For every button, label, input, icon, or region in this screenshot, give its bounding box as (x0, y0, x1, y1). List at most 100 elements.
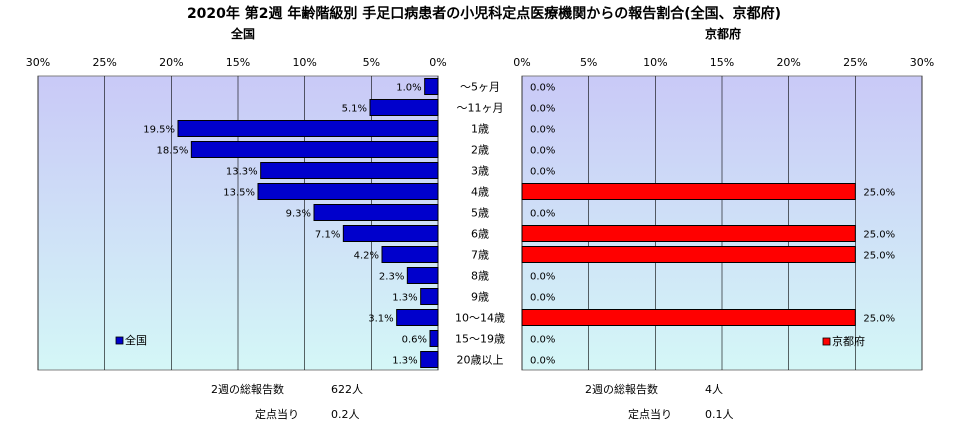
kyoto-data-label: 25.0% (863, 251, 895, 262)
national-tick-label: 10% (292, 56, 316, 69)
category-label: ～5ヶ月 (460, 81, 500, 94)
category-label: 5歳 (471, 207, 489, 220)
category-label: 1歳 (471, 123, 489, 136)
national-legend: 全国 (115, 333, 147, 347)
national-data-label: 1.0% (396, 83, 421, 94)
category-label: 6歳 (471, 228, 489, 241)
category-label: 15～19歳 (455, 333, 505, 346)
kyoto-bars: 0.0% 0.0% 0.0% 0.0% 0.0% 25.0% 0.0% 25.0% 25.0% 0… (521, 83, 895, 367)
national-tick-label: 15% (226, 56, 250, 69)
national-panel-title: 全国 (230, 26, 255, 41)
category-label: 4歳 (471, 186, 489, 199)
category-label: 2歳 (471, 144, 489, 157)
national-data-label: 4.2% (354, 251, 379, 262)
kyoto-tick-label: 15% (710, 56, 734, 69)
category-label: 3歳 (471, 165, 489, 178)
kyoto-tick-label: 20% (776, 56, 800, 69)
national-bar (313, 204, 439, 221)
national-bar (381, 246, 439, 263)
national-total-label: 2週の総報告数 (211, 382, 284, 396)
national-data-label: 0.6% (402, 335, 427, 346)
national-bar (396, 309, 439, 326)
kyoto-bar (521, 225, 856, 242)
national-data-label: 18.5% (157, 146, 189, 157)
category-labels: ～5ヶ月 ～11ヶ月 1歳 2歳 3歳 4歳 5歳 6歳 7歳 8歳 9歳 10～14歳 15～19歳 2… (455, 81, 505, 367)
national-bar (420, 288, 439, 305)
national-total-value: 622人 (331, 383, 363, 396)
kyoto-legend-swatch (822, 337, 831, 346)
national-data-label: 1.3% (392, 356, 417, 367)
kyoto-panel-title: 京都府 (705, 26, 741, 41)
kyoto-data-label: 0.0% (530, 272, 555, 283)
national-bar (369, 99, 439, 116)
kyoto-tick-label: 30% (910, 56, 934, 69)
national-tick-label: 0% (429, 56, 446, 69)
national-bar (424, 78, 439, 95)
category-label: ～11ヶ月 (457, 102, 504, 115)
national-bar (342, 225, 439, 242)
kyoto-data-label: 0.0% (530, 356, 555, 367)
kyoto-data-label: 0.0% (530, 167, 555, 178)
national-tick-label: 20% (159, 56, 183, 69)
kyoto-legend-label: 京都府 (832, 334, 865, 348)
kyoto-tick-label: 25% (843, 56, 867, 69)
kyoto-legend: 京都府 (822, 334, 865, 348)
kyoto-tick-label: 0% (513, 56, 530, 69)
kyoto-data-label: 0.0% (530, 335, 555, 346)
national-data-label: 13.5% (223, 188, 255, 199)
national-data-label: 13.3% (226, 167, 258, 178)
national-axis-ticks: 30% 25% 20% 15% 10% 5% 0% (26, 56, 447, 69)
national-bar (406, 267, 439, 284)
kyoto-tick-label: 10% (643, 56, 667, 69)
kyoto-total-label: 2週の総報告数 (585, 382, 658, 396)
kyoto-data-label: 0.0% (530, 83, 555, 94)
national-data-label: 1.3% (392, 293, 417, 304)
kyoto-axis-ticks: 0% 5% 10% 15% 20% 25% 30% (513, 56, 934, 69)
kyoto-total-value: 4人 (705, 383, 723, 396)
national-bars: 1.0% 5.1% 19.5% 18.5% 13.3% 13.5% 9.3% 7.1% 4.2%… (143, 78, 439, 368)
kyoto-data-label: 25.0% (863, 188, 895, 199)
national-bar (420, 351, 439, 368)
kyoto-data-label: 0.0% (530, 104, 555, 115)
national-legend-label: 全国 (125, 333, 147, 347)
kyoto-per-label: 定点当り (628, 407, 672, 421)
national-bar (260, 162, 439, 179)
kyoto-data-label: 0.0% (530, 146, 555, 157)
category-label: 10～14歳 (455, 312, 505, 325)
national-per-value: 0.2人 (331, 408, 360, 421)
national-data-label: 2.3% (379, 272, 404, 283)
national-tick-label: 30% (26, 56, 50, 69)
kyoto-footer: 2週の総報告数 4人 定点当り 0.1人 (585, 382, 734, 421)
kyoto-data-label: 0.0% (530, 125, 555, 136)
national-data-label: 3.1% (368, 314, 393, 325)
national-footer: 2週の総報告数 622人 定点当り 0.2人 (211, 382, 363, 421)
category-label: 8歳 (471, 270, 489, 283)
national-bar (429, 330, 439, 347)
kyoto-data-label: 25.0% (863, 230, 895, 241)
kyoto-data-label: 0.0% (530, 209, 555, 220)
national-data-label: 7.1% (315, 230, 340, 241)
national-data-label: 19.5% (143, 125, 175, 136)
kyoto-bar (521, 183, 856, 200)
national-data-label: 9.3% (286, 209, 311, 220)
category-label: 9歳 (471, 291, 489, 304)
kyoto-bar (521, 309, 856, 326)
category-label: 7歳 (471, 249, 489, 262)
national-bar (177, 120, 439, 137)
kyoto-per-value: 0.1人 (705, 408, 734, 421)
category-label: 20歳以上 (457, 354, 504, 367)
national-legend-swatch (115, 336, 124, 345)
kyoto-data-label: 0.0% (530, 293, 555, 304)
national-bar (257, 183, 439, 200)
chart-title: 2020年 第2週 年齢階級別 手足口病患者の小児科定点医療機関からの報告割合(… (187, 5, 781, 22)
national-tick-label: 5% (363, 56, 380, 69)
national-tick-label: 25% (92, 56, 116, 69)
kyoto-bar (521, 246, 856, 263)
national-per-label: 定点当り (255, 407, 299, 421)
kyoto-data-label: 25.0% (863, 314, 895, 325)
national-bar (190, 141, 439, 158)
national-data-label: 5.1% (342, 104, 367, 115)
kyoto-tick-label: 5% (580, 56, 597, 69)
